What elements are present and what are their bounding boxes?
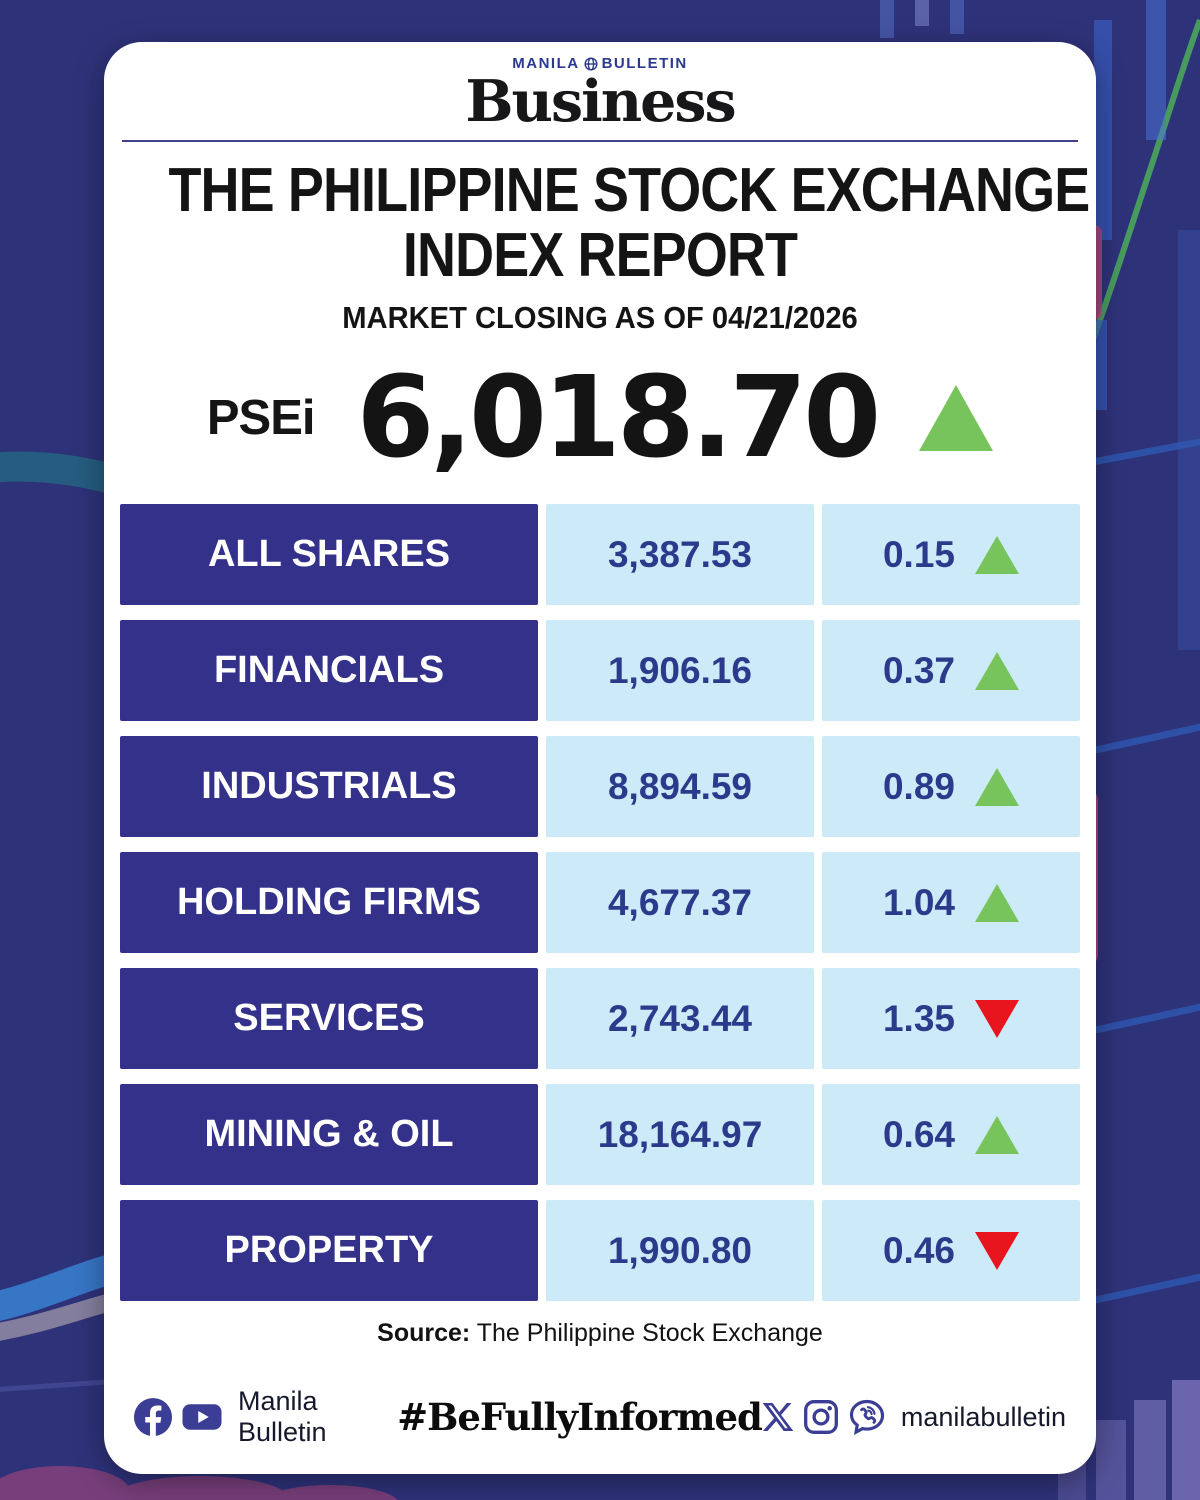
title-line-2: INDEX REPORT	[402, 221, 798, 291]
market-closing-date: MARKET CLOSING AS OF 04/21/2026	[342, 300, 858, 336]
sector-value-cell: 1,906.16	[546, 620, 814, 722]
youtube-icon[interactable]	[181, 1398, 223, 1436]
viber-icon[interactable]	[848, 1398, 886, 1436]
facebook-icon[interactable]	[134, 1398, 172, 1436]
sector-change-cell: 0.37	[822, 620, 1080, 722]
sector-index-table: ALL SHARES 3,387.53 0.15 FINANCIALS 1,90…	[120, 504, 1080, 1302]
sector-value-cell: 4,677.37	[546, 852, 814, 954]
masthead-divider	[122, 140, 1078, 142]
table-row: PROPERTY 1,990.80 0.46	[120, 1200, 1080, 1302]
psei-label: PSEi	[206, 391, 316, 446]
psei-value: 6,018.70	[356, 353, 882, 484]
change-value: 0.64	[882, 1113, 955, 1155]
table-row: SERVICES 2,743.44 1.35	[120, 968, 1080, 1070]
source-label: Source:	[377, 1319, 471, 1348]
sector-change-cell: 0.89	[822, 736, 1080, 838]
table-row: HOLDING FIRMS 4,677.37 1.04	[120, 852, 1080, 954]
sector-value-cell: 8,894.59	[546, 736, 814, 838]
hashtag: #BeFullyInformed	[397, 1395, 763, 1439]
source-text: The Philippine Stock Exchange	[470, 1319, 823, 1348]
up-triangle-icon	[975, 1115, 1019, 1154]
sector-name-cell: INDUSTRIALS	[120, 736, 538, 838]
sector-change-cell: 0.46	[822, 1200, 1080, 1302]
change-value: 0.89	[882, 765, 955, 807]
manila-bulletin-wordmark: MANILA BULLETIN	[104, 56, 1096, 71]
brand-word-bulletin: BULLETIN	[601, 55, 688, 72]
title-line-1: THE PHILIPPINE STOCK EXCHANGE	[168, 156, 1090, 225]
x-twitter-icon[interactable]	[762, 1401, 794, 1433]
change-value: 1.04	[882, 881, 955, 923]
instagram-icon[interactable]	[803, 1399, 839, 1435]
up-triangle-icon	[975, 651, 1019, 690]
sector-change-cell: 1.04	[822, 852, 1080, 954]
globe-icon	[584, 56, 598, 71]
change-value: 0.15	[882, 533, 955, 575]
table-row: ALL SHARES 3,387.53 0.15	[120, 504, 1080, 606]
report-card: MANILA BULLETIN Business THE PHILIPPINE …	[104, 42, 1096, 1474]
sector-value-cell: 18,164.97	[546, 1084, 814, 1186]
down-triangle-icon	[975, 1231, 1019, 1270]
change-value: 1.35	[882, 997, 955, 1039]
masthead: MANILA BULLETIN Business	[104, 56, 1096, 130]
up-triangle-icon	[975, 535, 1019, 574]
brand-word-manila: MANILA	[512, 55, 580, 72]
social-handle: manilabulletin	[900, 1401, 1066, 1432]
down-triangle-icon	[975, 999, 1019, 1038]
sector-name-cell: HOLDING FIRMS	[120, 852, 538, 954]
sector-name-cell: PROPERTY	[120, 1200, 538, 1302]
change-value: 0.46	[882, 1229, 955, 1271]
sector-value-cell: 2,743.44	[546, 968, 814, 1070]
table-row: FINANCIALS 1,906.16 0.37	[120, 620, 1080, 722]
page-title: THE PHILIPPINE STOCK EXCHANGE INDEX REPO…	[104, 158, 1096, 288]
sector-name-cell: FINANCIALS	[120, 620, 538, 722]
up-triangle-icon	[975, 767, 1019, 806]
up-triangle-icon	[975, 883, 1019, 922]
sector-value-cell: 3,387.53	[546, 504, 814, 606]
sector-change-cell: 1.35	[822, 968, 1080, 1070]
sector-name-cell: SERVICES	[120, 968, 538, 1070]
footer-left-socials: Manila Bulletin	[134, 1386, 397, 1448]
sector-change-cell: 0.15	[822, 504, 1080, 606]
psei-direction-triangle-icon	[919, 385, 994, 452]
sector-value-cell: 1,990.80	[546, 1200, 814, 1302]
footer-right-socials: manilabulletin	[762, 1398, 1066, 1436]
table-row: INDUSTRIALS 8,894.59 0.89	[120, 736, 1080, 838]
sector-name-cell: MINING & OIL	[120, 1084, 538, 1186]
sector-change-cell: 0.64	[822, 1084, 1080, 1186]
footer-bar: Manila Bulletin #BeFullyInformed manilab…	[104, 1386, 1096, 1448]
table-row: MINING & OIL 18,164.97 0.64	[120, 1084, 1080, 1186]
business-logo: Business	[465, 68, 736, 135]
facebook-handle: Manila Bulletin	[238, 1386, 327, 1447]
change-value: 0.37	[882, 649, 955, 691]
psei-headline: PSEi 6,018.70	[104, 362, 1096, 474]
sector-name-cell: ALL SHARES	[120, 504, 538, 606]
source-attribution: Source: The Philippine Stock Exchange	[104, 1319, 1096, 1348]
